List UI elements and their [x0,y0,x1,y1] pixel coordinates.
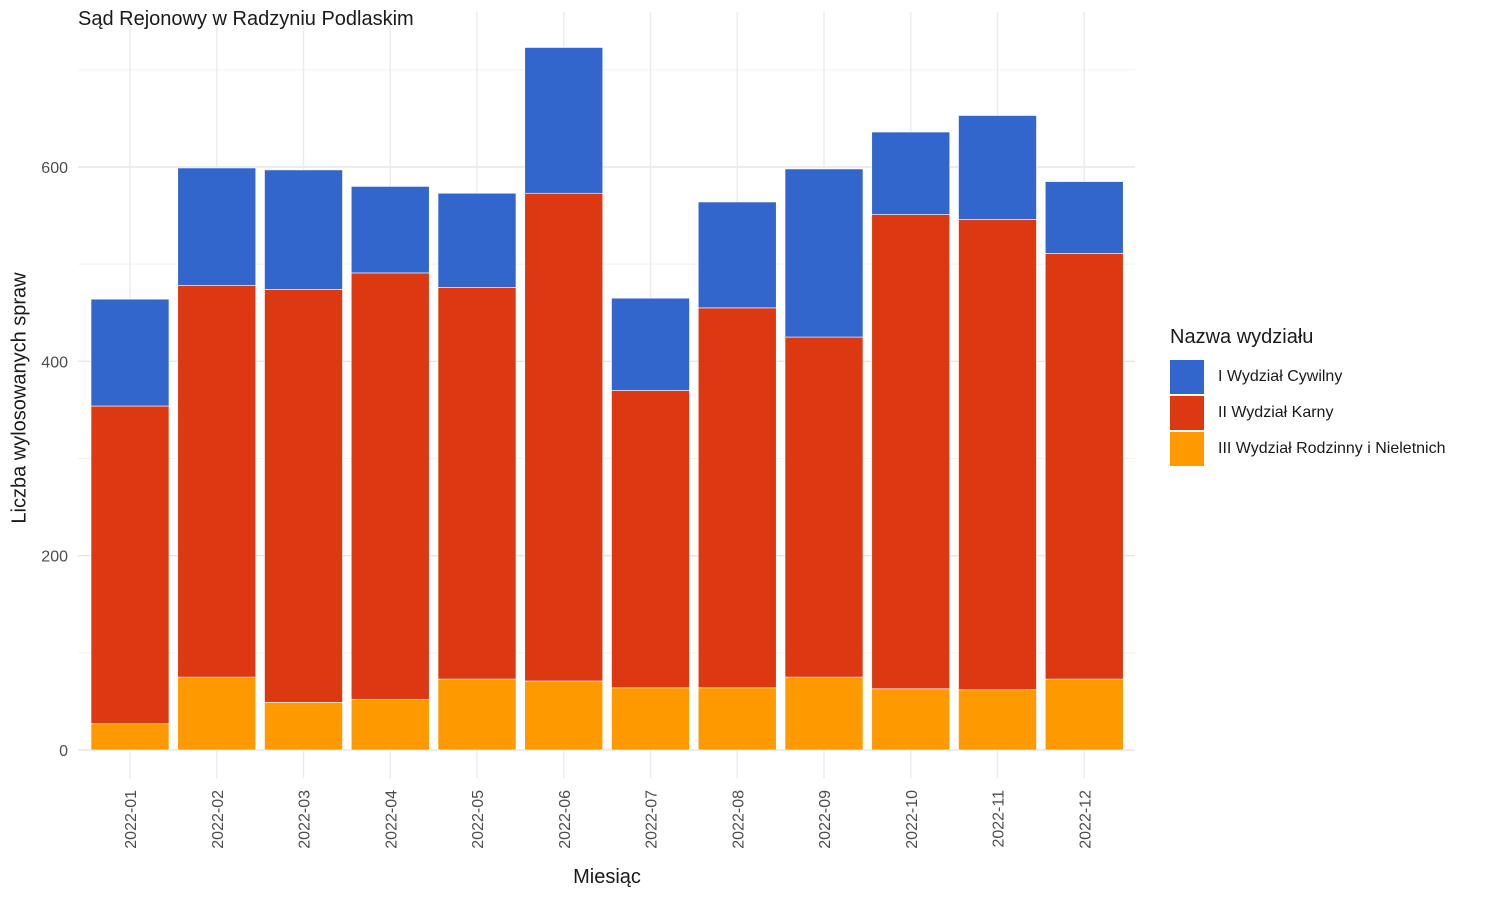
bar-segment [958,689,1037,751]
legend-swatch [1170,360,1204,394]
bar-segment [264,289,343,703]
y-tick-label: 600 [41,160,68,177]
x-tick-label: 2022-04 [383,790,400,849]
bar-segment [437,678,517,751]
bar-segment [697,201,777,309]
bar-segment [177,285,257,678]
bar-segment [350,272,430,700]
legend-swatch [1170,396,1204,430]
bar-segment [611,297,690,391]
y-tick-label: 400 [41,354,68,371]
x-axis-label: Miesiąc [573,866,641,888]
bar-segment [177,676,257,751]
x-tick-label: 2022-05 [470,790,487,849]
chart-title: Sąd Rejonowy w Radzyniu Podlaskim [78,8,414,30]
x-tick-label: 2022-01 [123,790,140,849]
bar-segment [1044,181,1124,254]
bar-segment [611,687,690,751]
x-tick-label: 2022-08 [730,790,747,849]
x-tick-label: 2022-12 [1077,790,1094,849]
bar-segment [784,168,864,338]
x-tick-label: 2022-10 [904,790,921,849]
bar-segment [264,702,343,751]
bar-segment [350,186,430,274]
bar-segment [90,298,170,407]
bar-segment [871,214,951,690]
bar-segment [611,390,690,689]
bar-segment [958,219,1037,691]
x-tick-label: 2022-03 [297,790,314,849]
legend-title: Nazwa wydziału [1170,326,1314,348]
bar-segment [697,307,777,689]
x-tick-label: 2022-06 [557,790,574,849]
bar-segment [350,699,430,751]
bar-segment [437,192,517,288]
bar-segment [784,676,864,751]
x-tick-label: 2022-11 [991,790,1008,848]
bar-segment [437,287,517,680]
legend-label: I Wydział Cywilny [1218,368,1343,385]
x-tick-label: 2022-02 [210,790,227,849]
bar-segment [524,47,604,194]
bar-segment [90,405,170,725]
legend-items: I Wydział Cywilny II Wydział Karny III Wyd… [1170,359,1446,467]
bar-segment [871,688,951,751]
legend-label: II Wydział Karny [1218,404,1334,421]
bar-segment [177,167,257,286]
legend-item: II Wydział Karny [1170,395,1446,431]
bar-segment [871,131,951,215]
legend: Nazwa wydziału I Wydział Cywilny II Wydzi… [1170,326,1446,467]
legend-label: III Wydział Rodzinny i Nieletnich [1218,440,1446,457]
legend-item: III Wydział Rodzinny i Nieletnich [1170,431,1446,467]
x-tick-label: 2022-07 [644,790,661,849]
legend-item: I Wydział Cywilny [1170,359,1446,395]
y-tick-label: 0 [59,743,68,760]
bar-segment [524,680,604,751]
bar-segment [1044,253,1124,680]
bar-segment [1044,678,1124,751]
x-tick-label: 2022-09 [817,790,834,849]
bar-segment [524,192,604,682]
y-tick-label: 200 [41,549,68,566]
bar-segment [958,115,1037,220]
bar-segment [784,336,864,678]
bar-segment [90,723,170,751]
bar-segment [697,687,777,751]
legend-swatch [1170,432,1204,466]
y-axis-label: Liczba wylosowanych spraw [8,272,31,524]
bar-segment [264,169,343,290]
